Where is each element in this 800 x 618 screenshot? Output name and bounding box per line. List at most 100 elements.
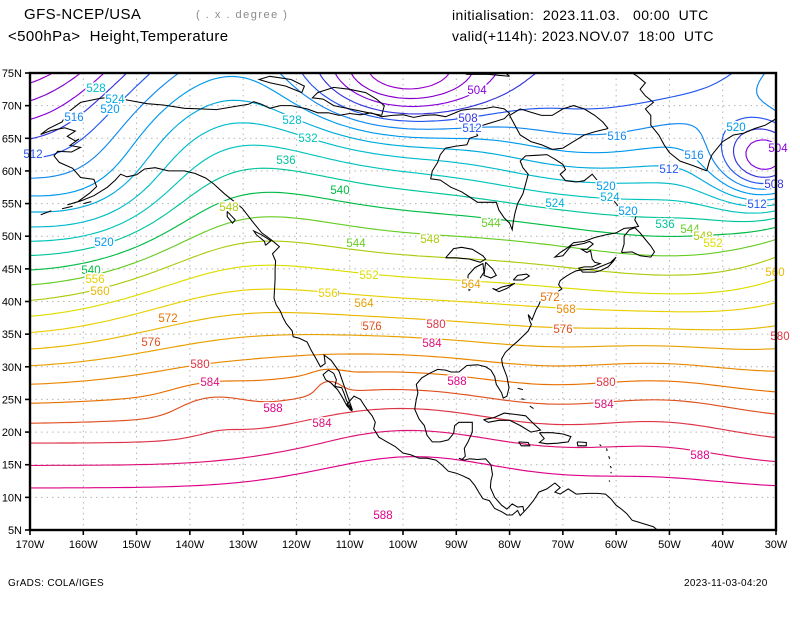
svg-text:584: 584 <box>594 399 614 411</box>
svg-text:540: 540 <box>81 265 100 277</box>
svg-text:504: 504 <box>768 143 788 155</box>
svg-text:552: 552 <box>703 238 722 250</box>
svg-text:572: 572 <box>158 313 177 325</box>
svg-text:524: 524 <box>105 94 125 106</box>
svg-text:516: 516 <box>684 150 703 162</box>
svg-text:584: 584 <box>200 377 220 389</box>
svg-text:528: 528 <box>86 83 105 95</box>
svg-text:520: 520 <box>596 181 615 193</box>
svg-text:552: 552 <box>359 270 378 282</box>
svg-text:588: 588 <box>447 376 466 388</box>
svg-text:524: 524 <box>545 198 565 210</box>
svg-text:584: 584 <box>312 418 332 430</box>
svg-text:556: 556 <box>85 274 104 286</box>
svg-text:15N: 15N <box>2 460 22 472</box>
svg-text:45N: 45N <box>2 264 22 276</box>
svg-text:540: 540 <box>330 185 349 197</box>
initialisation-time: initialisation: 2023.11.03. 00:00 UTC <box>452 7 709 23</box>
svg-text:516: 516 <box>684 150 703 162</box>
svg-text:580: 580 <box>770 331 789 343</box>
svg-text:580: 580 <box>770 331 789 343</box>
svg-text:520: 520 <box>94 237 113 249</box>
svg-text:576: 576 <box>141 337 160 349</box>
svg-text:536: 536 <box>655 219 674 231</box>
svg-text:588: 588 <box>263 403 282 415</box>
svg-text:560: 560 <box>90 286 109 298</box>
svg-text:520: 520 <box>618 206 637 218</box>
svg-text:548: 548 <box>420 234 439 246</box>
svg-text:160W: 160W <box>69 539 98 551</box>
svg-text:80W: 80W <box>498 539 521 551</box>
svg-text:540: 540 <box>81 265 100 277</box>
svg-text:544: 544 <box>680 224 700 236</box>
render-timestamp: 2023-11-03-04:20 <box>684 578 768 589</box>
svg-text:572: 572 <box>540 292 559 304</box>
svg-text:536: 536 <box>276 155 295 167</box>
svg-text:588: 588 <box>373 510 392 522</box>
svg-text:576: 576 <box>362 321 381 333</box>
svg-text:512: 512 <box>462 123 481 135</box>
svg-text:508: 508 <box>458 113 477 125</box>
svg-text:520: 520 <box>100 104 119 116</box>
svg-text:544: 544 <box>346 238 366 250</box>
grads-credit: GrADS: COLA/IGES <box>8 578 104 589</box>
svg-text:140W: 140W <box>175 539 204 551</box>
svg-text:580: 580 <box>596 377 615 389</box>
svg-text:564: 564 <box>354 298 374 310</box>
svg-text:584: 584 <box>312 418 332 430</box>
svg-text:580: 580 <box>190 359 209 371</box>
svg-text:588: 588 <box>690 450 709 462</box>
svg-text:528: 528 <box>86 83 105 95</box>
valid-time: valid(+114h): 2023.NOV.07 18:00 UTC <box>452 28 714 44</box>
svg-text:30N: 30N <box>2 362 22 374</box>
svg-text:35N: 35N <box>2 329 22 341</box>
svg-text:528: 528 <box>282 115 301 127</box>
svg-text:580: 580 <box>190 359 209 371</box>
contour-value-labels: 5285285245245205205165165125125205205405… <box>22 81 791 523</box>
svg-text:60W: 60W <box>605 539 628 551</box>
svg-text:580: 580 <box>596 377 615 389</box>
svg-text:70W: 70W <box>552 539 575 551</box>
svg-text:520: 520 <box>596 181 615 193</box>
svg-text:548: 548 <box>693 231 712 243</box>
svg-text:572: 572 <box>360 321 379 333</box>
svg-text:580: 580 <box>426 319 445 331</box>
svg-text:150W: 150W <box>122 539 151 551</box>
svg-text:572: 572 <box>158 313 177 325</box>
svg-text:512: 512 <box>747 199 766 211</box>
svg-text:544: 544 <box>680 224 700 236</box>
svg-text:512: 512 <box>23 149 42 161</box>
svg-text:556: 556 <box>318 288 337 300</box>
svg-text:576: 576 <box>553 324 572 336</box>
svg-text:40W: 40W <box>711 539 734 551</box>
svg-text:560: 560 <box>90 286 109 298</box>
svg-text:552: 552 <box>359 270 378 282</box>
svg-text:520: 520 <box>100 104 119 116</box>
svg-text:520: 520 <box>94 237 113 249</box>
svg-text:536: 536 <box>276 155 295 167</box>
svg-text:516: 516 <box>607 131 626 143</box>
level-field-label: <500hPa> Height,Temperature <box>8 28 229 45</box>
svg-text:544: 544 <box>346 238 366 250</box>
coastlines <box>30 73 776 530</box>
svg-text:170W: 170W <box>16 539 45 551</box>
svg-text:504: 504 <box>467 85 487 97</box>
svg-text:512: 512 <box>747 199 766 211</box>
svg-text:516: 516 <box>64 112 83 124</box>
svg-text:584: 584 <box>422 338 442 350</box>
svg-text:60N: 60N <box>2 166 22 178</box>
svg-text:75N: 75N <box>2 68 22 80</box>
svg-text:512: 512 <box>659 164 678 176</box>
svg-text:110W: 110W <box>336 539 365 551</box>
svg-text:544: 544 <box>481 218 501 230</box>
svg-text:588: 588 <box>447 376 466 388</box>
svg-text:5N: 5N <box>8 525 22 537</box>
svg-text:584: 584 <box>200 377 220 389</box>
svg-text:520: 520 <box>726 122 745 134</box>
svg-text:520: 520 <box>618 206 637 218</box>
plot-frame <box>28 71 778 532</box>
svg-text:25N: 25N <box>2 394 22 406</box>
svg-text:552: 552 <box>703 238 722 250</box>
